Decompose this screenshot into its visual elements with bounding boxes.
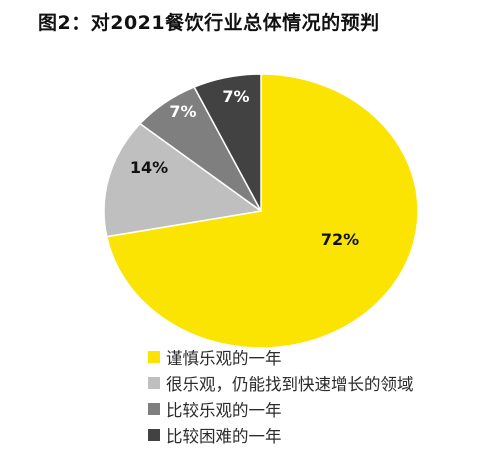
legend-item-2: 很乐观，仍能找到快速增长的领域	[148, 370, 414, 396]
pie-slices	[103, 73, 419, 349]
legend-swatch	[148, 377, 160, 389]
legend-swatch	[148, 403, 160, 415]
legend-label: 比较困难的一年	[166, 427, 282, 446]
pie-value-label-4: 7%	[222, 87, 249, 106]
pie-slice-4	[193, 73, 262, 212]
pie-value-label-3: 7%	[169, 102, 196, 121]
legend-swatch	[148, 351, 160, 363]
legend-item-4: 比较困难的一年	[148, 422, 414, 448]
chart-title: 图2：对2021餐饮行业总体情况的预判	[38, 12, 380, 34]
pie-slice-2	[103, 122, 263, 238]
legend-label: 比较乐观的一年	[166, 401, 282, 420]
legend-label: 很乐观，仍能找到快速增长的领域	[166, 375, 414, 394]
legend: 谨慎乐观的一年很乐观，仍能找到快速增长的领域 比较乐观的一年 比较困难的一年	[148, 344, 414, 448]
legend-label: 谨慎乐观的一年	[166, 349, 282, 368]
pie-value-labels: 72% 14% 7% 7%	[130, 87, 359, 249]
pie-slice-1	[105, 73, 419, 349]
legend-item-1: 谨慎乐观的一年	[148, 344, 414, 370]
pie-value-label-1: 72%	[321, 230, 359, 249]
legend-swatch	[148, 429, 160, 441]
legend-item-3: 比较乐观的一年	[148, 396, 414, 422]
pie-value-label-2: 14%	[130, 158, 168, 177]
